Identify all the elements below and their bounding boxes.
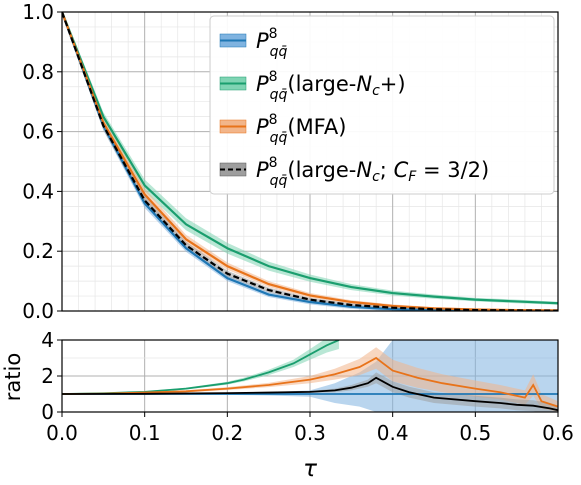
legend: P8 qq̄ P8 qq̄(large-Nc+) P8 qq̄(MFA) P8 qq̄(… bbox=[209, 15, 555, 195]
y-tick-label: 0.8 bbox=[22, 60, 54, 84]
y-tick-label: 0.2 bbox=[22, 239, 54, 263]
x-tick-label: 0.6 bbox=[542, 421, 574, 445]
ratio-line-3 bbox=[62, 356, 558, 408]
ratio-line-4 bbox=[62, 376, 558, 412]
main-y-ticks: 0.0 0.2 0.4 0.6 0.8 1.0 bbox=[22, 0, 62, 323]
series-line-2 bbox=[62, 12, 558, 305]
ratio-y-tick-label: 4 bbox=[41, 328, 54, 352]
x-axis-label: τ bbox=[303, 456, 317, 482]
x-tick-label: 0.0 bbox=[46, 421, 78, 445]
x-tick-label: 0.5 bbox=[459, 421, 491, 445]
legend-label-4: P8 qq̄(large-Nc; CF = 3/2) bbox=[256, 155, 489, 189]
x-tick-label: 0.2 bbox=[211, 421, 243, 445]
series-band-3 bbox=[62, 12, 558, 311]
legend-entry-2: P8 qq̄(large-Nc+) bbox=[219, 69, 406, 103]
main-plot-frame bbox=[61, 11, 559, 312]
legend-entry-3: P8 qq̄(MFA) bbox=[219, 112, 346, 146]
ratio-x-ticks: 0.0 0.1 0.2 0.3 0.4 0.5 0.6 bbox=[46, 412, 574, 445]
ratio-y-tick-label: 0 bbox=[41, 400, 54, 424]
ratio-plot: 0 2 4 0.0 0.1 0.2 0.3 0.4 0.5 0.6 ratio τ bbox=[1, 328, 574, 482]
legend-label-2: P8 qq̄(large-Nc+) bbox=[256, 69, 406, 103]
y-tick-label: 0.0 bbox=[22, 299, 54, 323]
y-tick-label: 1.0 bbox=[22, 0, 54, 24]
legend-entry-1: P8 qq̄ bbox=[219, 26, 287, 60]
x-tick-label: 0.4 bbox=[377, 421, 409, 445]
ratio-y-tick-label: 2 bbox=[41, 364, 54, 388]
x-tick-label: 0.3 bbox=[294, 421, 326, 445]
ratio-series bbox=[62, 340, 558, 412]
legend-label-3: P8 qq̄(MFA) bbox=[256, 112, 346, 146]
ratio-y-ticks: 0 2 4 bbox=[41, 328, 62, 424]
ratio-y-axis-label: ratio bbox=[1, 353, 25, 401]
legend-label-1: P8 qq̄ bbox=[256, 26, 287, 60]
legend-box bbox=[209, 15, 555, 195]
series-line-4 bbox=[62, 12, 558, 311]
y-tick-label: 0.4 bbox=[22, 179, 54, 203]
y-tick-label: 0.6 bbox=[22, 120, 54, 144]
legend-entry-4: P8 qq̄(large-Nc; CF = 3/2) bbox=[219, 155, 489, 189]
x-tick-label: 0.1 bbox=[129, 421, 161, 445]
